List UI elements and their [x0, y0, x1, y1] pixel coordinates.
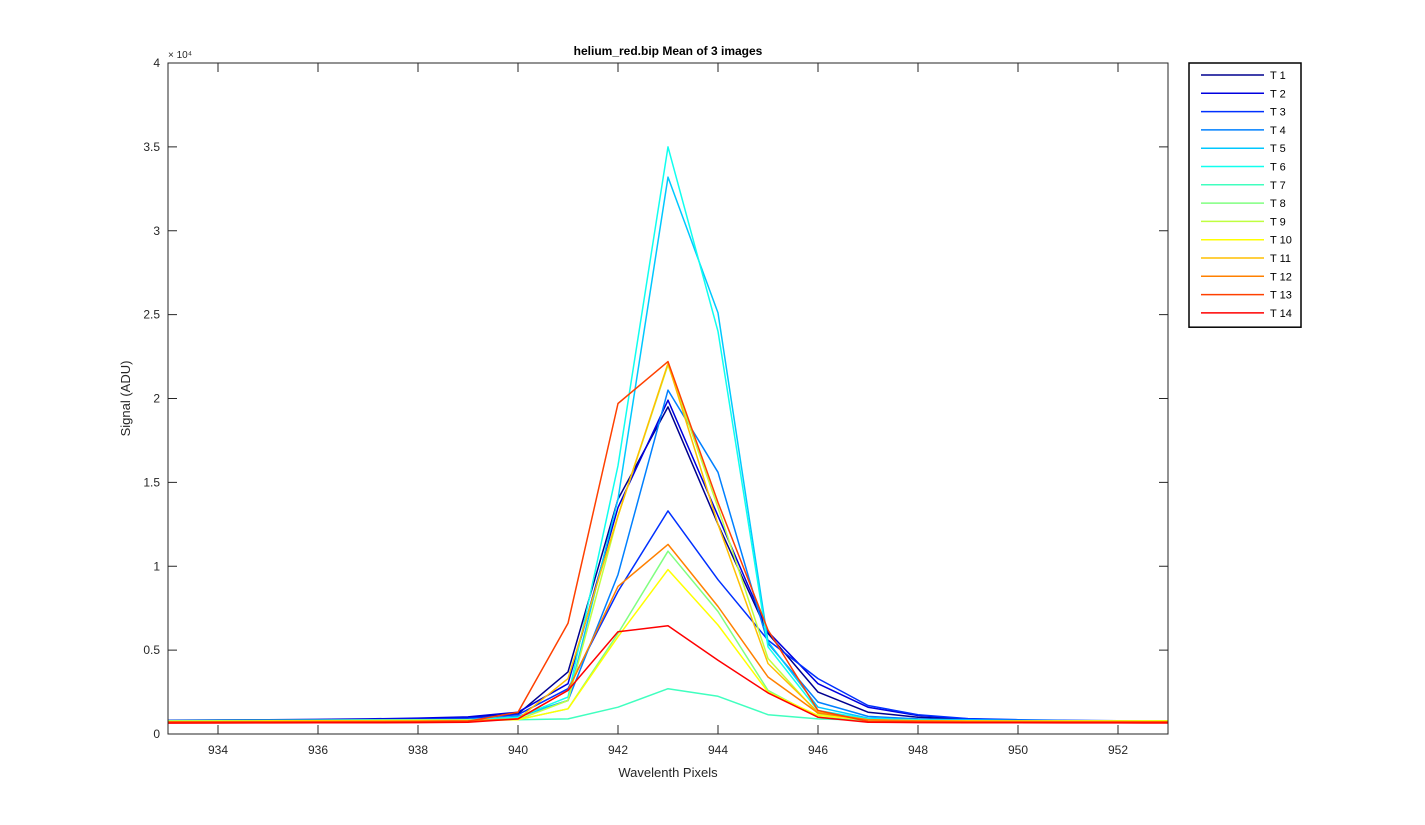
- legend: T 1 T 2 T 3 T 4 T 5 T 6 T 7 T 8 T 9 T 10 T 11 T 12 T…: [1188, 62, 1302, 328]
- y-tick-label: 1: [153, 559, 160, 573]
- legend-label-14: T 14: [1270, 308, 1292, 320]
- x-tick-label: 940: [508, 743, 528, 757]
- legend-label-5: T 5: [1270, 143, 1286, 155]
- x-tick-label: 952: [1108, 743, 1128, 757]
- series-line-14: [167, 625, 1169, 724]
- x-tick-label: 944: [708, 743, 728, 757]
- x-axis-label: Wavelenth Pixels: [618, 765, 718, 780]
- x-tick-label: 938: [408, 743, 428, 757]
- legend-box: [1188, 62, 1302, 328]
- legend-label-8: T 8: [1270, 198, 1286, 210]
- ticks-group: 934 936 938 940 942 944 946 948 950 952 0 0.5 1 1.5 2 2…: [143, 56, 1168, 757]
- legend-label-4: T 4: [1270, 125, 1286, 137]
- legend-label-1: T 1: [1270, 70, 1286, 82]
- y-tick-label: 4: [153, 56, 160, 70]
- y-tick-label: 2.5: [143, 308, 160, 322]
- legend-label-13: T 13: [1270, 290, 1292, 302]
- legend-label-11: T 11: [1270, 253, 1291, 265]
- legend-label-7: T 7: [1270, 180, 1286, 192]
- y-axis-exponent: × 10⁴: [168, 50, 192, 61]
- x-tick-label: 950: [1008, 743, 1028, 757]
- y-tick-label: 0.5: [143, 643, 160, 657]
- legend-label-12: T 12: [1270, 271, 1292, 283]
- chart-title: helium_red.bip Mean of 3 images: [574, 44, 763, 58]
- legend-label-10: T 10: [1270, 235, 1292, 247]
- y-tick-label: 3.5: [143, 140, 160, 154]
- legend-label-2: T 2: [1270, 88, 1286, 100]
- y-axis-label: Signal (ADU): [118, 361, 133, 437]
- x-tick-label: 936: [308, 743, 328, 757]
- y-tick-label: 0: [153, 727, 160, 741]
- series-group: [167, 146, 1169, 724]
- legend-label-9: T 9: [1270, 216, 1286, 228]
- y-tick-label: 3: [153, 224, 160, 238]
- x-tick-label: 948: [908, 743, 928, 757]
- x-tick-label: 946: [808, 743, 828, 757]
- legend-label-3: T 3: [1270, 107, 1286, 119]
- x-tick-label: 934: [208, 743, 228, 757]
- plot-area: [168, 63, 1168, 734]
- x-tick-label: 942: [608, 743, 628, 757]
- y-tick-label: 2: [153, 392, 160, 406]
- y-tick-label: 1.5: [143, 475, 160, 489]
- legend-label-6: T 6: [1270, 162, 1286, 174]
